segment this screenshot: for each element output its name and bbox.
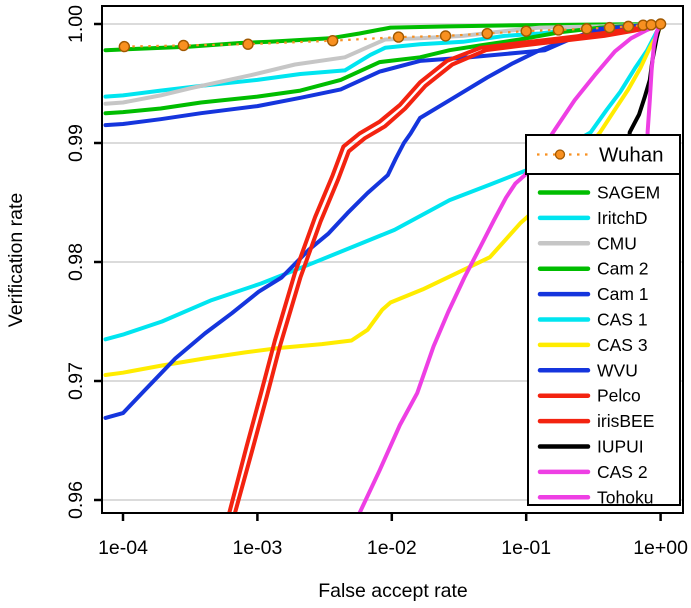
series-marker-wuhan [177, 39, 190, 52]
legend-item-wvu: WVU [537, 360, 638, 380]
series-marker-wuhan [520, 25, 532, 37]
series-wvu [103, 22, 663, 420]
legend-item-iupui: IUPUI [537, 437, 644, 457]
legend-item-label: IUPUI [597, 437, 644, 457]
series-marker-wuhan [552, 24, 565, 36]
legend-item-label: irisBEE [597, 411, 654, 431]
x-tick-label: 1e-02 [367, 537, 417, 559]
y-axis: 1.00 0.99 0.98 0.97 0.96 [65, 5, 102, 519]
legend-item-irisbee: irisBEE [537, 411, 654, 431]
x-tick-label: 1e-01 [501, 537, 551, 559]
x-tick-label: 1e+00 [633, 537, 688, 559]
legend-highlight-marker [554, 149, 566, 160]
legend-item-label: Pelco [597, 386, 641, 406]
y-axis-title: Verification rate [5, 193, 27, 327]
series-sagem [103, 22, 663, 53]
series-cas-2 [357, 22, 663, 512]
legend-item-iritchd: IritchD [537, 208, 648, 228]
series-marker-wuhan [645, 19, 657, 31]
x-tick-label: 1e-03 [232, 537, 282, 559]
legend-item-tohoku: Tohoku [537, 487, 653, 507]
series-marker-wuhan [439, 30, 452, 42]
series-marker-wuhan [622, 20, 635, 33]
legend-item-cam-2: Cam 2 [537, 259, 649, 279]
series-marker-wuhan [580, 23, 593, 35]
series-cas-1 [103, 22, 663, 342]
legend-highlight-label: Wuhan [599, 144, 664, 167]
legend: Wuhan SAGEM IritchD CMU Cam 2 Cam 1 CAS 1 CAS 3… [525, 134, 681, 507]
series-irisbee [233, 22, 663, 512]
legend-item-label: CMU [597, 233, 637, 253]
series-cmu [103, 22, 663, 106]
legend-item-label: CAS 2 [597, 462, 648, 482]
legend-item-label: WVU [597, 360, 638, 380]
legend-item-cmu: CMU [537, 233, 637, 253]
legend-item-sagem: SAGEM [537, 183, 660, 203]
roc-curves [103, 18, 667, 512]
y-tick-label: 0.98 [65, 243, 87, 281]
legend-item-label: Cam 2 [597, 259, 649, 279]
x-tick-label: 1e-04 [98, 537, 148, 559]
y-tick-label: 0.99 [65, 124, 87, 162]
series-marker-wuhan [242, 38, 254, 50]
legend-item-label: CAS 3 [597, 335, 648, 355]
series-marker-wuhan [118, 40, 131, 53]
series-pelco [227, 22, 663, 512]
series-marker-wuhan [654, 18, 667, 30]
legend-item-cam-1: Cam 1 [537, 284, 649, 304]
series-cam-2 [103, 22, 663, 116]
series-marker-wuhan [481, 27, 493, 40]
series-marker-wuhan [392, 31, 405, 43]
legend-item-label: SAGEM [597, 183, 660, 203]
series-cas-3 [103, 22, 663, 377]
legend-item-label: CAS 1 [597, 310, 648, 330]
legend-main-box [527, 173, 681, 506]
x-axis: 1e-04 1e-03 1e-02 1e-01 1e+00 [98, 513, 688, 559]
series-marker-wuhan [326, 34, 339, 47]
legend-item-label: IritchD [597, 208, 648, 228]
y-tick-label: 1.00 [65, 5, 87, 43]
y-tick-label: 0.97 [65, 362, 87, 400]
legend-item-cas-2: CAS 2 [537, 462, 648, 482]
series-marker-wuhan [603, 21, 616, 34]
legend-item-cas-3: CAS 3 [537, 335, 648, 355]
x-axis-title: False accept rate [318, 580, 468, 602]
y-tick-label: 0.96 [65, 481, 87, 519]
legend-item-cas-1: CAS 1 [537, 310, 648, 330]
legend-item-pelco: Pelco [537, 386, 641, 406]
legend-item-label: Cam 1 [597, 284, 649, 304]
legend-item-label: Tohoku [597, 487, 653, 507]
